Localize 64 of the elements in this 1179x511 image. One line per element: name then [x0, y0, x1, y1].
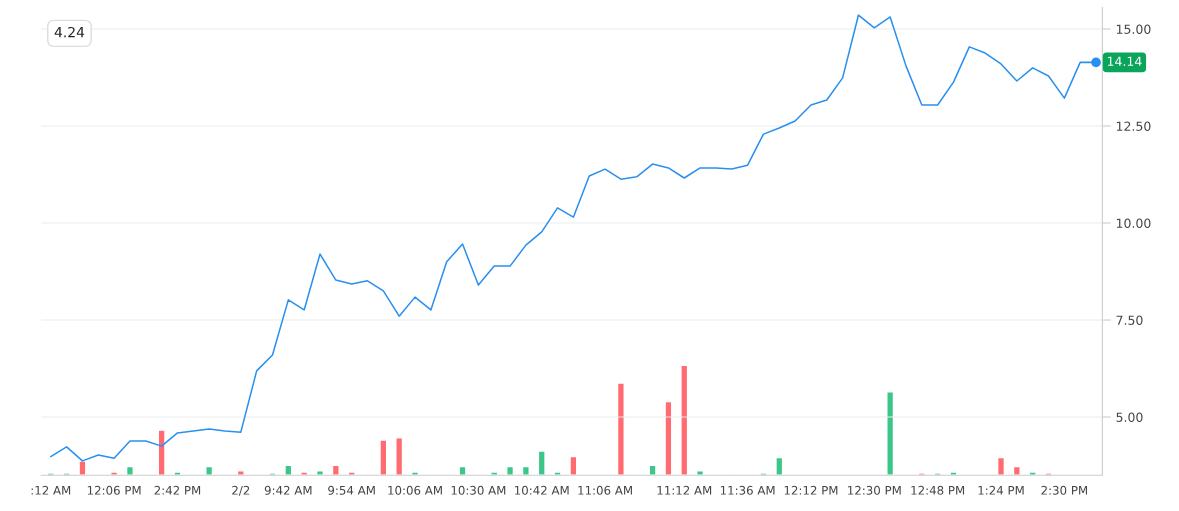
- annotation: 4.24: [54, 26, 85, 38]
- bar: [996, 456, 1006, 476]
- bar: [300, 471, 309, 476]
- bar: [490, 471, 499, 476]
- bar: [458, 465, 467, 476]
- bar: [62, 472, 71, 476]
- x-tick-label: 1:24 PM: [978, 485, 1024, 495]
- y-tick-label: 7.50: [1116, 315, 1143, 325]
- bar: [569, 455, 578, 476]
- bar: [268, 472, 277, 476]
- bar: [411, 471, 420, 476]
- bar: [616, 382, 625, 476]
- y-tick-label: 5.00: [1116, 412, 1143, 422]
- bar: [157, 429, 166, 476]
- bar: [648, 464, 657, 476]
- bar: [110, 471, 119, 476]
- x-tick-label: 9:54 AM: [328, 485, 375, 495]
- bar: [917, 472, 926, 476]
- bar: [696, 470, 705, 476]
- bar: [680, 364, 689, 476]
- bar: [521, 465, 530, 476]
- bar: [125, 465, 134, 476]
- bar: [1028, 471, 1037, 476]
- x-tick-label: 11:06 AM: [578, 485, 632, 495]
- x-tick-label: 11:36 AM: [720, 485, 775, 495]
- bar: [331, 464, 340, 476]
- x-tick-label: 12:48 PM: [911, 485, 965, 495]
- bar: [506, 465, 515, 476]
- y-tick-label: 15.00: [1116, 24, 1151, 34]
- bar: [537, 450, 546, 476]
- bar: [347, 471, 356, 476]
- bar: [949, 471, 958, 476]
- bar: [315, 470, 325, 476]
- bar: [46, 472, 55, 476]
- bar: [553, 471, 562, 476]
- bar: [78, 460, 87, 476]
- bar: [759, 472, 768, 476]
- bar: [379, 439, 388, 476]
- bar: [205, 465, 214, 476]
- x-tick-label: 12:30 PM: [848, 485, 901, 495]
- y-tick-label: 12.50: [1116, 121, 1151, 131]
- annotation: 14.14: [1107, 56, 1142, 66]
- bar: [775, 456, 784, 476]
- bar: [886, 391, 895, 476]
- bar: [1044, 472, 1053, 476]
- bar: [284, 464, 293, 476]
- x-tick-label: 12:06 PM: [87, 485, 141, 495]
- x-tick-label: 10:06 AM: [388, 485, 442, 495]
- x-tick-label: 2/2: [232, 485, 250, 496]
- x-tick-label: :12 AM: [31, 485, 71, 495]
- y-tick-label: 10.00: [1116, 218, 1151, 228]
- bar: [664, 400, 673, 476]
- x-tick-label: 2:42 PM: [154, 485, 201, 495]
- bar: [173, 471, 182, 476]
- x-tick-label: 10:30 AM: [451, 485, 506, 495]
- x-tick-label: 10:42 AM: [515, 485, 569, 495]
- bar: [933, 472, 942, 476]
- bar: [1012, 465, 1021, 476]
- x-tick-label: 12:12 PM: [784, 485, 838, 495]
- x-tick-label: 9:42 AM: [264, 485, 312, 495]
- bar: [236, 470, 245, 476]
- x-tick-label: 11:12 AM: [657, 485, 712, 495]
- x-tick-label: 2:30 PM: [1041, 485, 1087, 495]
- bar: [395, 437, 404, 476]
